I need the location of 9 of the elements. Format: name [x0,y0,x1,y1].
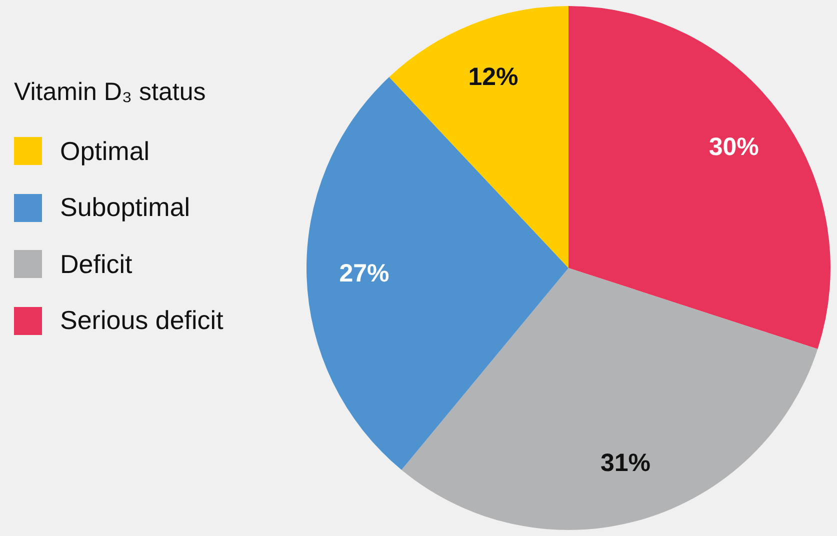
legend-label: Serious deficit [60,305,224,336]
legend-label: Suboptimal [60,192,190,223]
legend-title: Vitamin D₃ status [14,78,207,107]
data-label: 30% [708,132,759,161]
data-label: 27% [339,259,390,288]
legend-label: Deficit [60,248,132,280]
data-label: 12% [468,62,518,91]
legend-label: Optimal [60,136,150,166]
data-label: 31% [600,449,651,478]
